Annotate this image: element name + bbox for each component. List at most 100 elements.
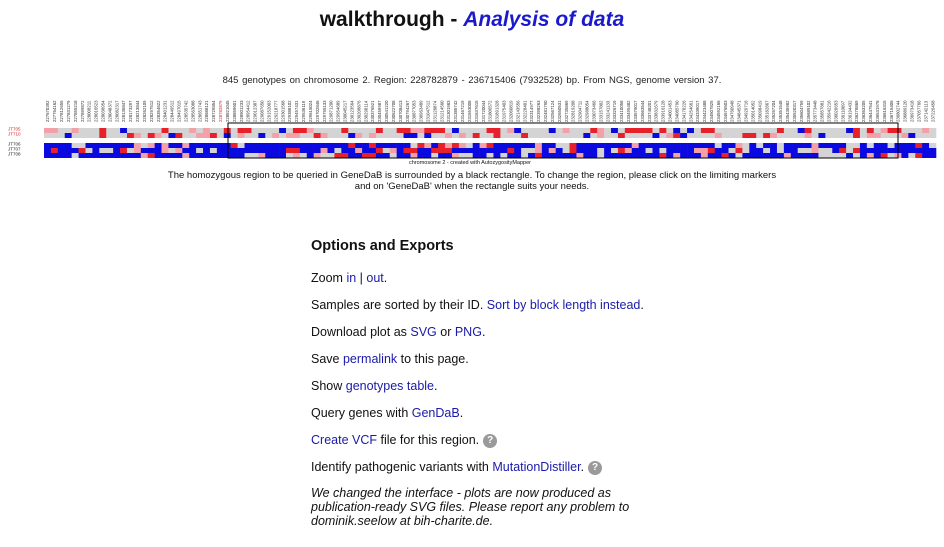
genotype-cell[interactable]	[811, 148, 819, 153]
marker-label[interactable]: 233073466	[591, 100, 596, 122]
genotype-cell[interactable]	[576, 143, 584, 148]
genotype-cell[interactable]	[465, 128, 474, 133]
genotype-cell[interactable]	[818, 128, 826, 133]
genotype-cell[interactable]	[707, 153, 716, 158]
genotype-cell[interactable]	[120, 143, 128, 148]
marker-label[interactable]: 228008211	[87, 100, 92, 122]
genotype-cell[interactable]	[168, 148, 176, 153]
genotype-cell[interactable]	[611, 148, 619, 153]
genotype-cell[interactable]	[64, 148, 72, 153]
genotype-cell[interactable]	[203, 133, 211, 138]
genotype-cell[interactable]	[617, 128, 626, 133]
marker-label[interactable]: 229536119	[301, 100, 306, 122]
genotype-cell[interactable]	[666, 148, 674, 153]
genotype-cell[interactable]	[666, 143, 674, 148]
genotype-cell[interactable]	[299, 143, 308, 148]
genotype-cell[interactable]	[811, 153, 819, 158]
genotype-cell[interactable]	[161, 128, 169, 133]
genotype-cell[interactable]	[458, 153, 467, 158]
genotype-cell[interactable]	[825, 128, 833, 133]
genotype-cell[interactable]	[92, 128, 100, 133]
genotype-cell[interactable]	[327, 128, 335, 133]
genotype-cell[interactable]	[223, 133, 231, 138]
genotype-cell[interactable]	[631, 153, 639, 158]
genotype-cell[interactable]	[707, 133, 716, 138]
genotype-cell[interactable]	[853, 153, 861, 158]
genotype-cell[interactable]	[451, 128, 460, 133]
genotype-cell[interactable]	[57, 128, 66, 133]
genotype-cell[interactable]	[617, 153, 626, 158]
marker-label[interactable]: 228859601	[232, 100, 237, 122]
genotype-cell[interactable]	[396, 153, 404, 158]
marker-label[interactable]: 229152003	[266, 100, 271, 122]
marker-label[interactable]: 234170226	[681, 100, 686, 122]
genotype-cell[interactable]	[258, 148, 266, 153]
genotype-cell[interactable]	[479, 143, 487, 148]
genotype-cell[interactable]	[604, 128, 612, 133]
genotype-cell[interactable]	[756, 143, 764, 148]
genotype-cell[interactable]	[78, 148, 86, 153]
genotype-cell[interactable]	[790, 153, 799, 158]
genotype-cell[interactable]	[873, 153, 881, 158]
genotype-cell[interactable]	[341, 153, 349, 158]
marker-label[interactable]: 228135847	[121, 100, 126, 122]
genotype-cell[interactable]	[313, 153, 321, 158]
genotype-cell[interactable]	[887, 128, 895, 133]
marker-label[interactable]: 228082317	[114, 100, 119, 122]
genotype-cell[interactable]	[929, 143, 937, 148]
genotype-cell[interactable]	[756, 128, 764, 133]
genotype-cell[interactable]	[534, 153, 543, 158]
genotype-cell[interactable]	[673, 148, 681, 153]
genotype-cell[interactable]	[880, 128, 888, 133]
genotype-cell[interactable]	[673, 128, 681, 133]
genotype-cell[interactable]	[99, 133, 107, 138]
genotype-cell[interactable]	[555, 133, 563, 138]
genotype-cell[interactable]	[341, 133, 349, 138]
marker-label[interactable]: 228729854	[211, 100, 216, 122]
genotype-cell[interactable]	[355, 148, 363, 153]
genotype-cell[interactable]	[866, 143, 875, 148]
genotype-cell[interactable]	[859, 133, 868, 138]
marker-label[interactable]: 234592166	[716, 100, 721, 122]
marker-label[interactable]: 234760948	[730, 100, 735, 122]
genotype-cell[interactable]	[700, 148, 709, 153]
genotype-cell[interactable]	[465, 148, 474, 153]
genotype-cell[interactable]	[534, 128, 543, 133]
genotype-cell[interactable]	[286, 128, 294, 133]
genotype-cell[interactable]	[368, 143, 377, 148]
genotype-cell[interactable]	[783, 148, 792, 153]
genotype-cell[interactable]	[403, 128, 411, 133]
genotype-cell[interactable]	[265, 143, 273, 148]
marker-label[interactable]: 234423488	[702, 100, 707, 122]
genotype-cell[interactable]	[120, 133, 128, 138]
genotype-cell[interactable]	[203, 148, 211, 153]
genotype-cell[interactable]	[687, 148, 695, 153]
marker-label[interactable]: 235182867	[764, 100, 769, 122]
genotype-cell[interactable]	[721, 133, 729, 138]
genotype-cell[interactable]	[728, 133, 736, 138]
genotype-cell[interactable]	[804, 133, 812, 138]
genotype-cell[interactable]	[410, 128, 418, 133]
genotype-cell[interactable]	[445, 133, 453, 138]
genotype-cell[interactable]	[624, 153, 633, 158]
genotype-cell[interactable]	[403, 143, 411, 148]
genotype-cell[interactable]	[528, 133, 536, 138]
marker-label[interactable]: 235520317	[792, 100, 797, 122]
genotype-cell[interactable]	[133, 128, 142, 133]
genotype-cell[interactable]	[396, 133, 404, 138]
marker-label[interactable]: 230459987	[377, 100, 382, 122]
genotype-cell[interactable]	[687, 153, 695, 158]
genotype-cell[interactable]	[154, 143, 162, 148]
genotype-cell[interactable]	[445, 143, 453, 148]
genotype-cell[interactable]	[161, 133, 169, 138]
genotype-cell[interactable]	[638, 153, 646, 158]
marker-label[interactable]: 231637615	[474, 100, 479, 122]
genotype-cell[interactable]	[832, 133, 840, 138]
genotype-cell[interactable]	[438, 148, 446, 153]
genotype-cell[interactable]	[133, 153, 142, 158]
genotype-cell[interactable]	[251, 153, 259, 158]
genotype-cell[interactable]	[237, 133, 245, 138]
genotype-cell[interactable]	[507, 133, 515, 138]
genotype-cell[interactable]	[375, 153, 384, 158]
marker-label[interactable]: 231467219	[460, 100, 465, 122]
